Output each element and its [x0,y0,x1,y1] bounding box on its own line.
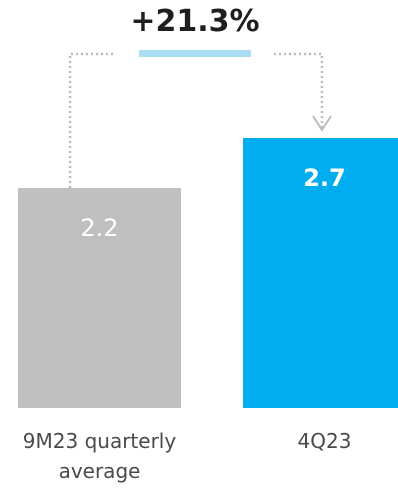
growth-annotation-label: +21.3% [130,4,259,39]
bar-1 [18,188,181,408]
category-label-2: 4Q23 [298,429,352,453]
growth-connector-right [274,52,324,128]
growth-annotation-underline [139,50,251,57]
bar-value-label-1: 2.2 [80,214,118,242]
bar-value-label-2: 2.7 [303,164,346,192]
category-label-1-line-2: average [59,459,141,483]
growth-connector-arrowhead [312,115,332,132]
category-label-1-line-1: 9M23 quarterly [23,429,177,453]
bar-2 [243,138,398,408]
